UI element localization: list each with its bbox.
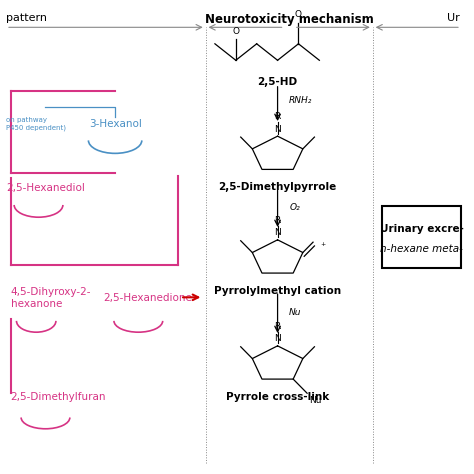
Text: N: N — [274, 228, 281, 237]
Text: n-hexane meta-: n-hexane meta- — [380, 245, 463, 255]
Text: O: O — [295, 10, 302, 19]
Text: pattern: pattern — [6, 13, 47, 23]
Text: R: R — [274, 112, 281, 121]
Text: ⁺: ⁺ — [320, 242, 326, 252]
Text: O₂: O₂ — [289, 203, 300, 212]
Text: Pyrrole cross-link: Pyrrole cross-link — [226, 392, 329, 401]
Text: 2,5-Dimethylpyrrole: 2,5-Dimethylpyrrole — [219, 182, 337, 192]
Text: RNH₂: RNH₂ — [289, 96, 312, 105]
Text: O: O — [232, 27, 239, 36]
Text: Pyrrolylmethyl cation: Pyrrolylmethyl cation — [214, 285, 341, 295]
Text: Ur: Ur — [447, 13, 460, 23]
Text: N: N — [274, 125, 281, 134]
Text: 2,5-Hexanediol: 2,5-Hexanediol — [6, 182, 85, 192]
Text: N: N — [274, 335, 281, 344]
Text: R: R — [274, 322, 281, 331]
FancyBboxPatch shape — [382, 206, 461, 268]
Text: 2,5-Dimethylfuran: 2,5-Dimethylfuran — [11, 392, 106, 402]
Text: Urinary excre-: Urinary excre- — [380, 224, 464, 234]
Text: Nu: Nu — [310, 396, 322, 405]
Text: 3-Hexanol: 3-Hexanol — [89, 119, 142, 129]
Text: 4,5-Dihyroxy-2-
hexanone: 4,5-Dihyroxy-2- hexanone — [11, 287, 91, 310]
Text: Nu: Nu — [289, 308, 301, 317]
Text: on pathway
P450 dependent): on pathway P450 dependent) — [6, 117, 66, 131]
Text: R: R — [274, 216, 281, 225]
Text: Neurotoxicity mechanism: Neurotoxicity mechanism — [205, 13, 374, 26]
Text: 2,5-HD: 2,5-HD — [257, 77, 298, 87]
Text: 2,5-Hexanedione: 2,5-Hexanedione — [103, 293, 192, 303]
